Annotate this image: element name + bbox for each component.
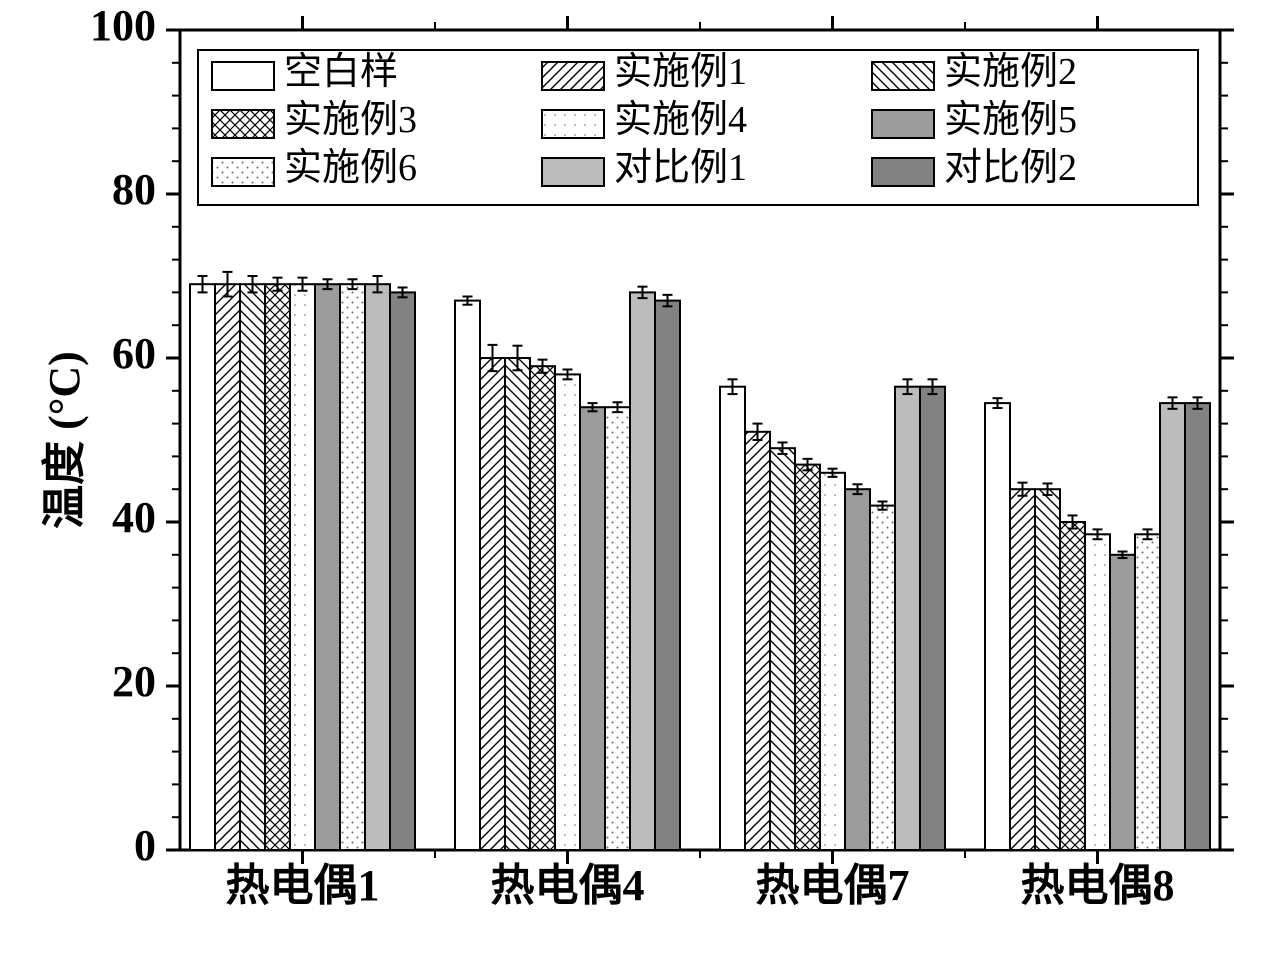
bar: [505, 358, 530, 850]
svg-text:100: 100: [90, 1, 156, 50]
legend-label: 实施例3: [284, 99, 417, 141]
legend-swatch: [542, 62, 604, 90]
svg-text:热电偶4: 热电偶4: [491, 861, 645, 910]
bar: [795, 465, 820, 850]
legend-label: 实施例2: [944, 51, 1077, 93]
svg-text:热电偶7: 热电偶7: [756, 861, 910, 910]
legend-swatch: [872, 62, 934, 90]
legend-swatch: [542, 110, 604, 138]
y-axis-label: 温度 (°C): [28, 351, 92, 529]
bar: [365, 284, 390, 850]
legend-label: 实施例1: [614, 51, 747, 93]
legend-swatch: [872, 158, 934, 186]
legend-swatch: [872, 110, 934, 138]
svg-text:热电偶8: 热电偶8: [1021, 861, 1175, 910]
chart-container: 0 20 40 60 80 100 热电偶1 热电偶4 热电偶7 热电偶8 空白样 实施例1 实施例2 实…: [0, 0, 1262, 964]
legend-label: 实施例4: [614, 99, 747, 141]
svg-text:80: 80: [112, 165, 156, 214]
bar: [1135, 534, 1160, 850]
bar: [630, 292, 655, 850]
bar: [820, 473, 845, 850]
bar: [215, 284, 240, 850]
bar: [290, 284, 315, 850]
legend-label: 实施例6: [284, 147, 417, 189]
bar: [895, 387, 920, 850]
bar: [1060, 522, 1085, 850]
bar: [480, 358, 505, 850]
bar: [770, 448, 795, 850]
legend-label: 空白样: [284, 51, 398, 93]
bar: [745, 432, 770, 850]
bar: [390, 292, 415, 850]
legend-label: 对比例1: [614, 147, 747, 189]
bar-chart-svg: 0 20 40 60 80 100 热电偶1 热电偶4 热电偶7 热电偶8 空白样 实施例1 实施例2 实…: [0, 0, 1262, 964]
svg-text:40: 40: [112, 493, 156, 542]
svg-text:20: 20: [112, 657, 156, 706]
bar: [845, 489, 870, 850]
svg-text:热电偶1: 热电偶1: [226, 861, 380, 910]
svg-text:0: 0: [134, 821, 156, 870]
bar: [1160, 403, 1185, 850]
bar: [655, 301, 680, 850]
bar: [315, 284, 340, 850]
bar: [580, 407, 605, 850]
bar: [1010, 489, 1035, 850]
bar: [1185, 403, 1210, 850]
bar: [265, 284, 290, 850]
bar: [870, 506, 895, 850]
legend-swatch: [212, 158, 274, 186]
bar: [920, 387, 945, 850]
bar: [340, 284, 365, 850]
bar: [1085, 534, 1110, 850]
legend-swatch: [212, 62, 274, 90]
legend-label: 对比例2: [944, 147, 1077, 189]
bar: [240, 284, 265, 850]
bar: [455, 301, 480, 850]
legend-label: 实施例5: [944, 99, 1077, 141]
bar: [605, 407, 630, 850]
svg-text:60: 60: [112, 329, 156, 378]
bar: [1110, 555, 1135, 850]
bar: [190, 284, 215, 850]
bar: [985, 403, 1010, 850]
bar: [1035, 489, 1060, 850]
legend-swatch: [542, 158, 604, 186]
legend-swatch: [212, 110, 274, 138]
bar: [555, 374, 580, 850]
bar: [530, 366, 555, 850]
bar: [720, 387, 745, 850]
